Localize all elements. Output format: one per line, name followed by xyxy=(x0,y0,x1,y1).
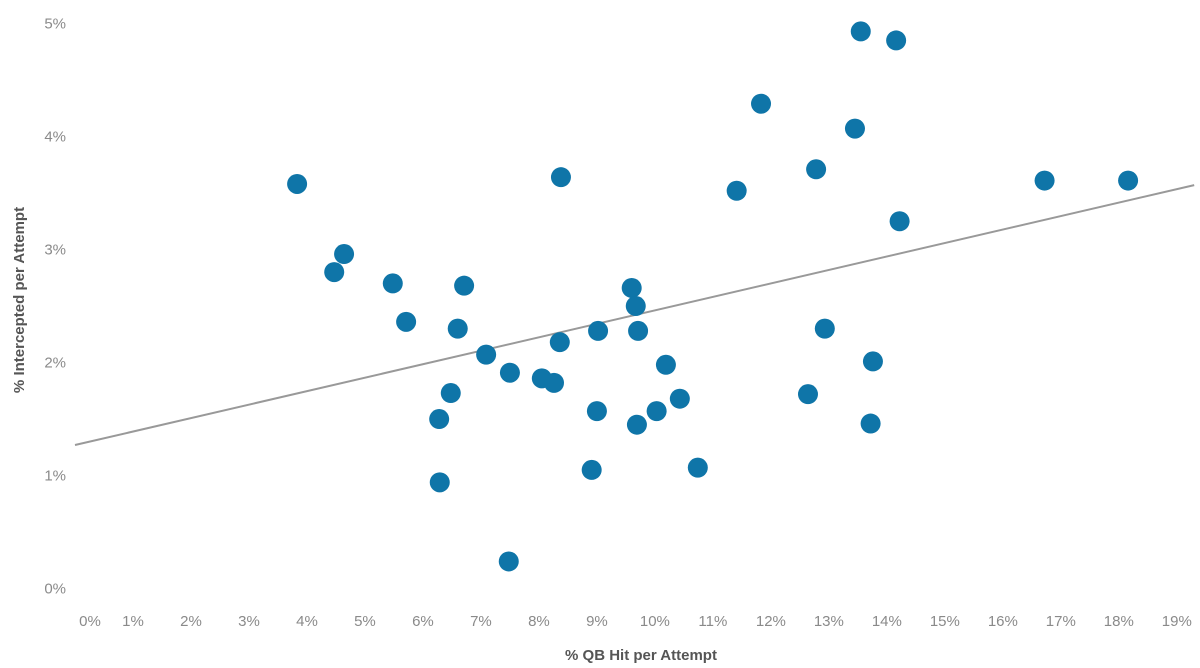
x-tick-label: 5% xyxy=(354,613,376,630)
data-point xyxy=(454,275,475,296)
data-point xyxy=(1034,170,1055,191)
y-tick-label: 4% xyxy=(44,129,66,146)
x-tick-label: 6% xyxy=(412,613,434,630)
data-point xyxy=(550,167,571,188)
data-point xyxy=(498,551,519,572)
x-tick-label: 18% xyxy=(1104,613,1134,630)
x-tick-label: 1% xyxy=(122,613,144,630)
data-point xyxy=(844,118,865,139)
y-axis-title: % Intercepted per Attempt xyxy=(11,207,28,393)
data-point xyxy=(726,180,747,201)
y-tick-label: 1% xyxy=(44,468,66,485)
x-tick-label: 4% xyxy=(296,613,318,630)
data-point xyxy=(440,383,461,404)
data-point xyxy=(549,332,570,353)
data-point xyxy=(588,320,609,341)
x-tick-label: 0% xyxy=(79,613,101,630)
x-tick-label: 15% xyxy=(930,613,960,630)
x-tick-label: 16% xyxy=(988,613,1018,630)
data-point xyxy=(621,277,642,298)
data-point xyxy=(499,362,520,383)
x-tick-label: 14% xyxy=(872,613,902,630)
x-tick-label: 7% xyxy=(470,613,492,630)
data-point xyxy=(814,318,835,339)
y-tick-label: 3% xyxy=(44,242,66,259)
data-point xyxy=(806,159,827,180)
data-point xyxy=(287,173,308,194)
data-point xyxy=(687,457,708,478)
data-point xyxy=(626,414,647,435)
x-tick-label: 10% xyxy=(640,613,670,630)
x-tick-label: 19% xyxy=(1162,613,1192,630)
data-point xyxy=(334,244,355,265)
x-tick-label: 2% xyxy=(180,613,202,630)
data-point xyxy=(751,93,772,114)
data-point xyxy=(628,320,649,341)
y-tick-label: 2% xyxy=(44,355,66,372)
x-tick-label: 12% xyxy=(756,613,786,630)
x-tick-label: 8% xyxy=(528,613,550,630)
x-axis-title: % QB Hit per Attempt xyxy=(565,647,717,664)
data-point xyxy=(429,472,450,493)
data-point xyxy=(850,21,871,42)
data-point xyxy=(669,388,690,409)
x-tick-label: 3% xyxy=(238,613,260,630)
x-tick-label: 17% xyxy=(1046,613,1076,630)
data-point xyxy=(581,459,602,480)
data-point xyxy=(447,318,468,339)
x-tick-label: 11% xyxy=(698,613,727,630)
data-point xyxy=(886,30,907,51)
data-point xyxy=(429,409,450,430)
data-point xyxy=(625,296,646,317)
x-tick-label: 13% xyxy=(814,613,844,630)
data-point xyxy=(543,372,564,393)
y-tick-label: 0% xyxy=(44,581,66,598)
data-point xyxy=(324,262,345,283)
x-tick-label: 9% xyxy=(586,613,608,630)
data-point xyxy=(382,273,403,294)
data-point xyxy=(860,413,881,434)
data-point xyxy=(396,311,417,332)
data-point xyxy=(862,351,883,372)
data-point xyxy=(476,344,497,365)
data-point xyxy=(646,401,667,422)
y-tick-label: 5% xyxy=(44,16,66,33)
data-point xyxy=(655,354,676,375)
data-point xyxy=(586,401,607,422)
data-point xyxy=(797,384,818,405)
data-point xyxy=(889,211,910,232)
data-point xyxy=(1118,170,1139,191)
